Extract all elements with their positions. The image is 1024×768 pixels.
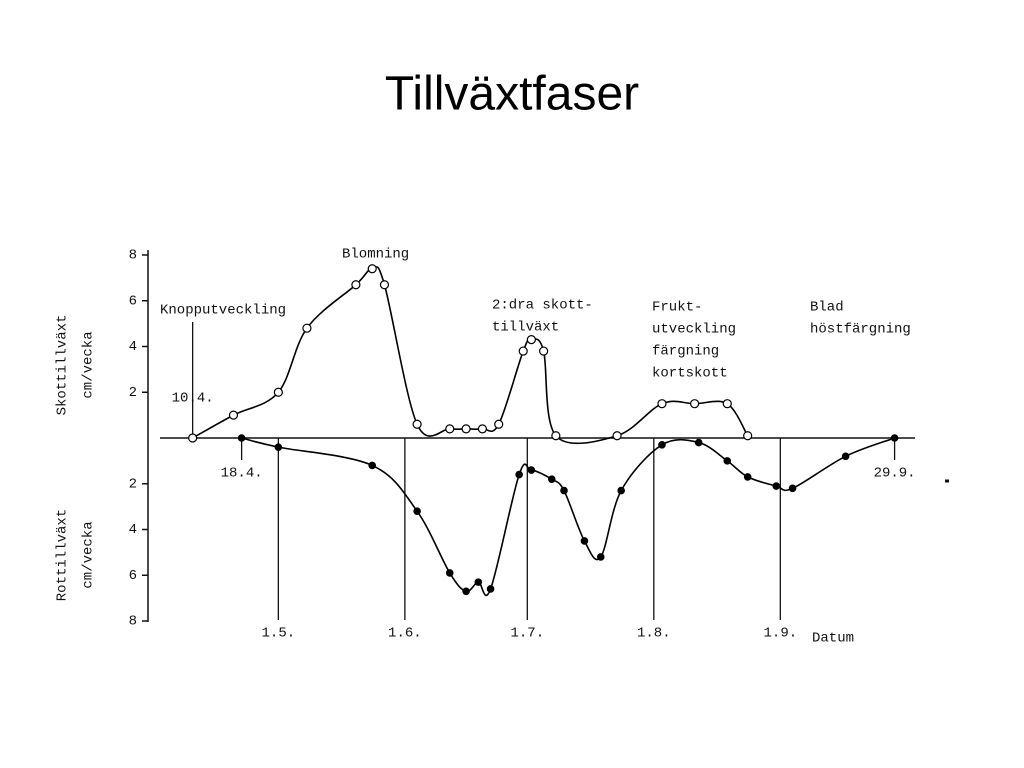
x-tick-label: 1.5. <box>262 626 296 642</box>
root-point <box>694 438 703 447</box>
y-tick-label: 4 <box>129 339 137 355</box>
shoot-point <box>188 433 198 443</box>
phase-label: Frukt- <box>652 300 702 316</box>
shoot-point <box>722 399 732 409</box>
date-label: 18.4. <box>221 466 263 482</box>
phase-label: höstfärgning <box>810 322 911 338</box>
root-point <box>445 569 454 577</box>
shoot-point <box>461 424 471 434</box>
shoot-point <box>445 424 455 434</box>
y-tick-label: 8 <box>129 248 137 264</box>
shoot-point <box>551 431 561 441</box>
shoot-point <box>539 346 549 356</box>
phase-label: Knopputveckling <box>160 303 286 319</box>
root-point <box>617 486 625 495</box>
root-point <box>237 434 246 442</box>
root-point <box>841 452 850 461</box>
shoot-point <box>302 323 312 333</box>
y-axis-label: Rottillväxt <box>55 509 71 601</box>
root-point <box>486 585 495 593</box>
root-point <box>462 587 470 596</box>
phase-label: Blomning <box>342 247 409 263</box>
shoot-point <box>743 431 753 441</box>
y-tick-label: 6 <box>129 293 137 309</box>
shoot-point <box>351 280 361 290</box>
root-point <box>527 466 536 474</box>
shoot-point <box>526 335 536 345</box>
shoot-point <box>518 346 528 356</box>
y-tick-label: 8 <box>129 614 137 630</box>
phase-label: utveckling <box>652 322 736 338</box>
shoot-point <box>690 399 700 409</box>
phase-label: färgning <box>652 344 719 360</box>
y-axis-label: cm/vecka <box>81 331 97 398</box>
date-label: 29.9. <box>874 466 916 482</box>
shoot-point <box>228 410 239 420</box>
phase-label: 2:dra skott- <box>492 298 593 314</box>
root-point <box>580 537 589 545</box>
root-point <box>274 443 283 451</box>
root-point <box>560 486 568 495</box>
shoot-point <box>494 419 504 429</box>
y-tick-label: 2 <box>129 476 137 492</box>
x-tick-label: 1.7. <box>510 626 544 642</box>
growth-curve <box>241 437 895 597</box>
root-point <box>368 461 377 470</box>
root-point <box>413 507 421 516</box>
phase-label: Blad <box>810 300 844 316</box>
y-tick-label: 4 <box>129 522 137 538</box>
shoot-point <box>657 399 667 409</box>
phase-label: tillväxt <box>492 320 559 336</box>
root-point <box>743 473 752 481</box>
root-point <box>723 457 732 465</box>
y-tick-label: 2 <box>129 385 137 401</box>
root-point <box>658 441 666 449</box>
root-point <box>788 484 797 493</box>
root-point <box>890 434 899 442</box>
y-tick-label: 6 <box>129 568 137 584</box>
shoot-point <box>379 280 390 290</box>
slide-title: Tillväxtfaser <box>385 68 639 121</box>
root-point <box>474 578 483 586</box>
x-axis-label: Datum <box>812 631 854 647</box>
y-axis-label: cm/vecka <box>81 521 97 588</box>
root-point <box>515 470 523 479</box>
x-tick-label: 1.6. <box>388 626 422 642</box>
shoot-point <box>612 431 622 441</box>
root-point <box>547 475 556 483</box>
x-tick-label: 1.9. <box>764 626 798 642</box>
shoot-point <box>412 419 422 429</box>
root-point <box>596 553 605 561</box>
date-label: 10.4. <box>172 391 214 407</box>
shoot-point <box>367 264 377 274</box>
phase-label: kortskott <box>652 366 728 382</box>
x-tick-label: 1.8. <box>637 626 671 642</box>
y-axis-label: Skottillväxt <box>55 315 71 416</box>
shoot-point <box>273 387 283 397</box>
shoot-point <box>477 424 488 434</box>
root-point <box>772 482 781 490</box>
